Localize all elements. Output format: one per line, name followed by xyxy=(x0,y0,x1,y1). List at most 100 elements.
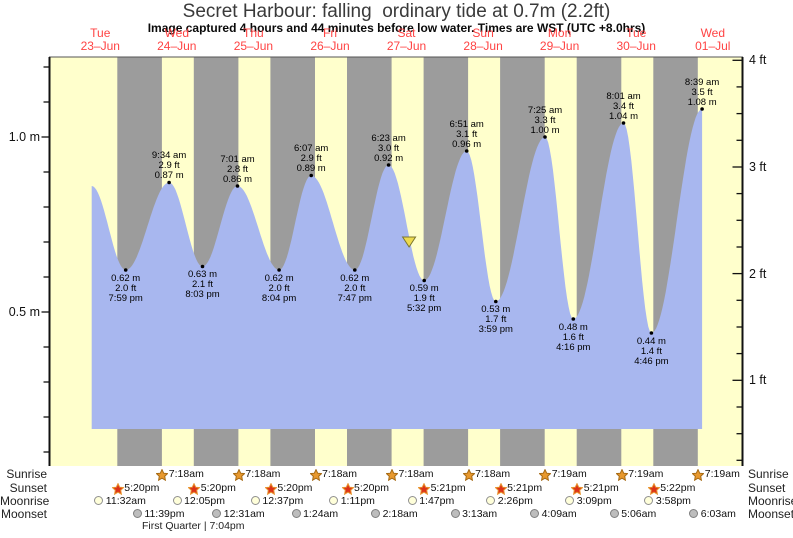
moonset-time: 3:13am xyxy=(462,507,498,520)
high-tide-label: 6:23 am 3.0 ft 0.92 m xyxy=(357,132,421,164)
low-tide-label-line: 4:16 pm xyxy=(556,341,591,353)
day-date: 29–Jun xyxy=(539,39,580,53)
moonrise-time: 3:09pm xyxy=(576,494,612,507)
high-tide-label-line: 0.92 m xyxy=(374,152,404,164)
moonset-icon xyxy=(212,509,222,518)
high-tide-label-line: 6:23 am xyxy=(371,132,406,144)
page-subtitle: Image captured 4 hours and 44 minutes be… xyxy=(147,21,646,35)
day-date: 23–Jun xyxy=(80,39,120,53)
moonset-icon xyxy=(450,509,460,518)
astro-row-label-right-sunset: Sunset xyxy=(748,480,786,495)
low-tide-label-line: 8:03 pm xyxy=(185,289,220,300)
tide-extreme-dot xyxy=(309,173,314,178)
moonrise-time: 2:26pm xyxy=(497,494,533,507)
day-name: Wed xyxy=(700,26,726,40)
day-label: Sun 28–Jun xyxy=(445,27,521,53)
moonrise-icon xyxy=(172,496,182,505)
tide-extreme-dot xyxy=(235,184,240,188)
tide-extreme-dot xyxy=(422,278,427,283)
high-tide-label-line: 8:39 am xyxy=(684,76,720,88)
moonrise-icon xyxy=(565,496,575,505)
left-axis-label: 0.5 m xyxy=(8,305,40,319)
day-date: 30–Jun xyxy=(616,39,656,53)
high-tide-label-line: 2.9 ft xyxy=(300,153,322,164)
low-tide-label-line: 3:59 pm xyxy=(478,324,513,335)
right-axis-label: 4 ft xyxy=(749,53,767,67)
sunrise-icon xyxy=(691,468,705,481)
day-label: Sat 27–Jun xyxy=(369,27,445,53)
day-name: Mon xyxy=(547,26,572,40)
low-tide-label-line: 2.1 ft xyxy=(191,279,214,290)
tide-extreme-dot xyxy=(200,264,205,269)
sunset-time: 5:20pm xyxy=(124,481,160,494)
sunset-icon xyxy=(493,482,508,495)
day-label: Thu 25–Jun xyxy=(215,27,291,53)
moonrise-time: 11:32am xyxy=(105,494,146,507)
right-axis-label: 1 ft xyxy=(749,373,767,387)
sunrise-time: 7:18am xyxy=(245,467,281,480)
moonrise-icon xyxy=(94,496,104,505)
low-tide-label-line: 0.62 m xyxy=(264,272,294,284)
high-tide-label: 7:01 am 2.8 ft 0.86 m xyxy=(206,153,270,185)
moonset-icon xyxy=(371,509,381,518)
sunset-time: 5:21pm xyxy=(507,481,543,494)
low-tide-label-line: 1.9 ft xyxy=(413,293,435,304)
moonrise-time: 3:58pm xyxy=(655,494,691,507)
day-name: Sat xyxy=(397,26,416,40)
low-tide-label: 0.62 m 2.0 ft 7:47 pm xyxy=(323,272,387,304)
astro-row-label-left-moonrise: Moonrise xyxy=(0,493,50,508)
low-tide-label-line: 5:32 pm xyxy=(407,303,442,314)
sunset-icon xyxy=(187,482,201,495)
sunset-icon xyxy=(111,482,125,495)
low-tide-label: 0.62 m 2.0 ft 7:59 pm xyxy=(94,273,158,304)
day-name: Wed xyxy=(164,26,190,40)
moonset-time: 1:24am xyxy=(303,507,339,520)
low-tide-label-line: 1.6 ft xyxy=(562,331,584,343)
tide-extreme-dot xyxy=(571,317,576,321)
moonrise-icon xyxy=(486,496,496,505)
tide-curve-area xyxy=(91,109,703,429)
high-tide-label-line: 2.9 ft xyxy=(158,160,180,171)
tide-extreme-dot xyxy=(494,299,498,304)
tide-extreme-dot xyxy=(353,268,357,272)
low-tide-label-line: 8:04 pm xyxy=(261,292,297,304)
moonrise-time: 1:47pm xyxy=(419,494,455,507)
moonset-time: 12:31am xyxy=(223,507,265,520)
high-tide-label-line: 7:25 am xyxy=(527,104,563,116)
low-tide-label-line: 0.62 m xyxy=(340,272,370,284)
moonrise-time: 12:37pm xyxy=(262,494,304,507)
sunset-icon xyxy=(264,482,278,495)
low-tide-label-line: 0.63 m xyxy=(187,269,218,280)
sunrise-time: 7:18am xyxy=(398,467,434,480)
day-date: 01–Jul xyxy=(695,39,731,53)
high-tide-label-line: 1.08 m xyxy=(687,96,717,108)
sunrise-time: 7:19am xyxy=(628,467,664,480)
sunset-time: 5:20pm xyxy=(200,481,236,494)
sunrise-icon xyxy=(385,468,399,481)
tide-extreme-dot xyxy=(543,135,547,139)
moon-phase-label: First Quarter | 7:04pm xyxy=(142,520,245,532)
sunset-time: 5:21pm xyxy=(430,481,466,494)
moonset-time: 6:03am xyxy=(700,507,736,520)
low-tide-label-line: 2.0 ft xyxy=(344,282,366,294)
sunrise-time: 7:18am xyxy=(322,467,358,480)
high-tide-label-line: 0.87 m xyxy=(154,170,184,181)
day-name: Thu xyxy=(243,26,264,40)
moonrise-time: 12:05pm xyxy=(184,494,225,507)
left-axis-label: 1.0 m xyxy=(8,130,40,144)
day-name: Fri xyxy=(323,26,337,40)
high-tide-label: 6:07 am 2.9 ft 0.89 m xyxy=(279,144,343,174)
high-tide-label: 7:25 am 3.3 ft 1.00 m xyxy=(513,104,577,136)
high-tide-label-line: 3.5 ft xyxy=(691,86,713,98)
sunrise-icon xyxy=(615,468,629,481)
high-tide-label-line: 7:01 am xyxy=(220,153,255,165)
right-axis-label: 3 ft xyxy=(749,160,767,174)
high-tide-label-line: 6:07 am xyxy=(294,143,329,154)
moonset-time: 11:39pm xyxy=(144,507,185,520)
day-date: 24–Jun xyxy=(157,39,197,53)
tide-extreme-dot xyxy=(621,121,626,125)
day-label: Tue 23–Jun xyxy=(62,27,138,53)
moonset-time: 5:06am xyxy=(621,507,657,520)
low-tide-label-line: 1.4 ft xyxy=(640,345,662,357)
